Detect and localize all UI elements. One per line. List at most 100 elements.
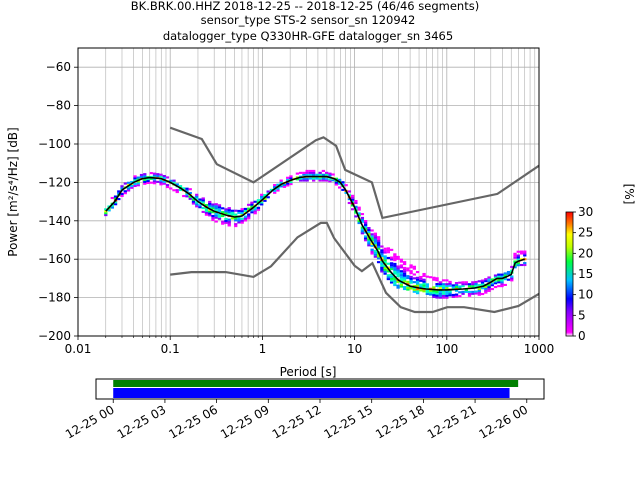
psd-cell xyxy=(474,282,478,285)
psd-cell xyxy=(130,184,134,187)
psd-cell xyxy=(234,217,238,220)
psd-cell xyxy=(510,277,514,280)
psd-cell xyxy=(201,201,205,204)
psd-cell xyxy=(396,267,400,270)
psd-cell xyxy=(221,207,225,210)
psd-cell xyxy=(467,292,472,295)
psd-cell xyxy=(230,213,235,216)
psd-cell xyxy=(393,272,397,275)
psd-cell xyxy=(415,288,420,291)
psd-cell xyxy=(253,212,257,215)
psd-cell xyxy=(234,213,238,216)
psd-cell xyxy=(357,221,361,225)
psd-cell xyxy=(513,254,517,257)
psd-cell xyxy=(383,270,387,273)
psd-cell xyxy=(263,197,267,200)
psd-cell xyxy=(367,228,371,232)
psd-cell xyxy=(162,174,166,178)
psd-cell xyxy=(510,275,514,278)
psd-cell xyxy=(383,259,387,262)
psd-cell xyxy=(247,207,251,210)
psd-cell xyxy=(516,258,520,261)
psd-cell xyxy=(506,270,511,274)
psd-cell xyxy=(182,187,186,190)
psd-cell xyxy=(178,188,183,192)
coverage-bar xyxy=(113,380,519,387)
psd-cell xyxy=(510,265,514,268)
y-tick-label: −100 xyxy=(38,137,71,151)
psd-cell xyxy=(516,256,520,259)
psd-cell xyxy=(227,209,231,212)
psd-cell xyxy=(367,242,371,245)
psd-cell xyxy=(143,180,147,183)
psd-cell xyxy=(120,192,124,196)
psd-cell xyxy=(386,276,391,279)
psd-cell xyxy=(240,217,244,220)
psd-cell xyxy=(253,208,257,211)
psd-cell xyxy=(211,203,215,206)
psd-cell xyxy=(256,208,261,211)
psd-cell xyxy=(373,236,378,239)
psd-cell xyxy=(393,278,397,281)
psd-cell xyxy=(484,285,488,288)
psd-cell xyxy=(376,247,381,250)
psd-cell xyxy=(240,219,244,222)
psd-cell xyxy=(360,232,365,235)
psd-cell xyxy=(474,280,478,284)
x-tick-label: 10 xyxy=(347,342,362,356)
psd-cell xyxy=(230,209,235,212)
psd-cell xyxy=(448,294,452,297)
psd-cell xyxy=(152,182,157,185)
psd-cell xyxy=(360,228,365,231)
psd-cell xyxy=(308,169,313,172)
time-tick-label: 12-25 03 xyxy=(115,402,169,441)
psd-cell xyxy=(441,292,446,295)
psd-cell xyxy=(279,185,283,188)
psd-cell xyxy=(409,266,413,269)
coverage-bars xyxy=(113,380,519,398)
psd-cell xyxy=(451,295,455,298)
psd-cell xyxy=(120,187,124,190)
psd-cell xyxy=(110,206,114,209)
psd-cell xyxy=(360,216,365,219)
psd-cell xyxy=(402,270,407,273)
psd-cell xyxy=(146,178,150,181)
psd-cell xyxy=(406,275,410,278)
psd-cell xyxy=(503,278,507,281)
psd-cell xyxy=(337,182,342,185)
psd-cell xyxy=(389,281,394,284)
psd-cell xyxy=(376,241,381,245)
psd-cell xyxy=(363,227,368,230)
psd-cell xyxy=(175,191,179,194)
colorbar-tick-label: 20 xyxy=(578,246,593,260)
psd-cell xyxy=(480,281,485,284)
psd-cell xyxy=(217,206,222,209)
y-tick-label: −80 xyxy=(46,99,71,113)
psd-cell xyxy=(169,187,173,190)
psd-cell xyxy=(302,177,306,180)
psd-cell xyxy=(513,252,517,255)
y-tick-label: −120 xyxy=(38,175,71,189)
psd-cell xyxy=(208,200,212,203)
psd-cell xyxy=(214,214,218,217)
psd-cell xyxy=(519,250,524,253)
psd-cell xyxy=(204,209,209,212)
psd-cell xyxy=(126,183,131,186)
psd-cell xyxy=(149,172,153,175)
psd-cell xyxy=(325,171,329,174)
psd-cell xyxy=(480,279,485,282)
psd-cell xyxy=(412,290,416,293)
psd-cell xyxy=(402,261,407,264)
psd-cell xyxy=(370,229,374,232)
colorbar-gradient xyxy=(565,211,574,337)
psd-cell xyxy=(221,211,225,214)
time-tick-label: 12-25 06 xyxy=(166,402,220,441)
colorbar-tick-label: 10 xyxy=(578,288,593,302)
psd-cell xyxy=(139,173,144,177)
psd-cell xyxy=(370,242,374,245)
psd-cell xyxy=(133,179,137,182)
psd-cell xyxy=(380,249,384,252)
psd-cell xyxy=(247,215,251,218)
